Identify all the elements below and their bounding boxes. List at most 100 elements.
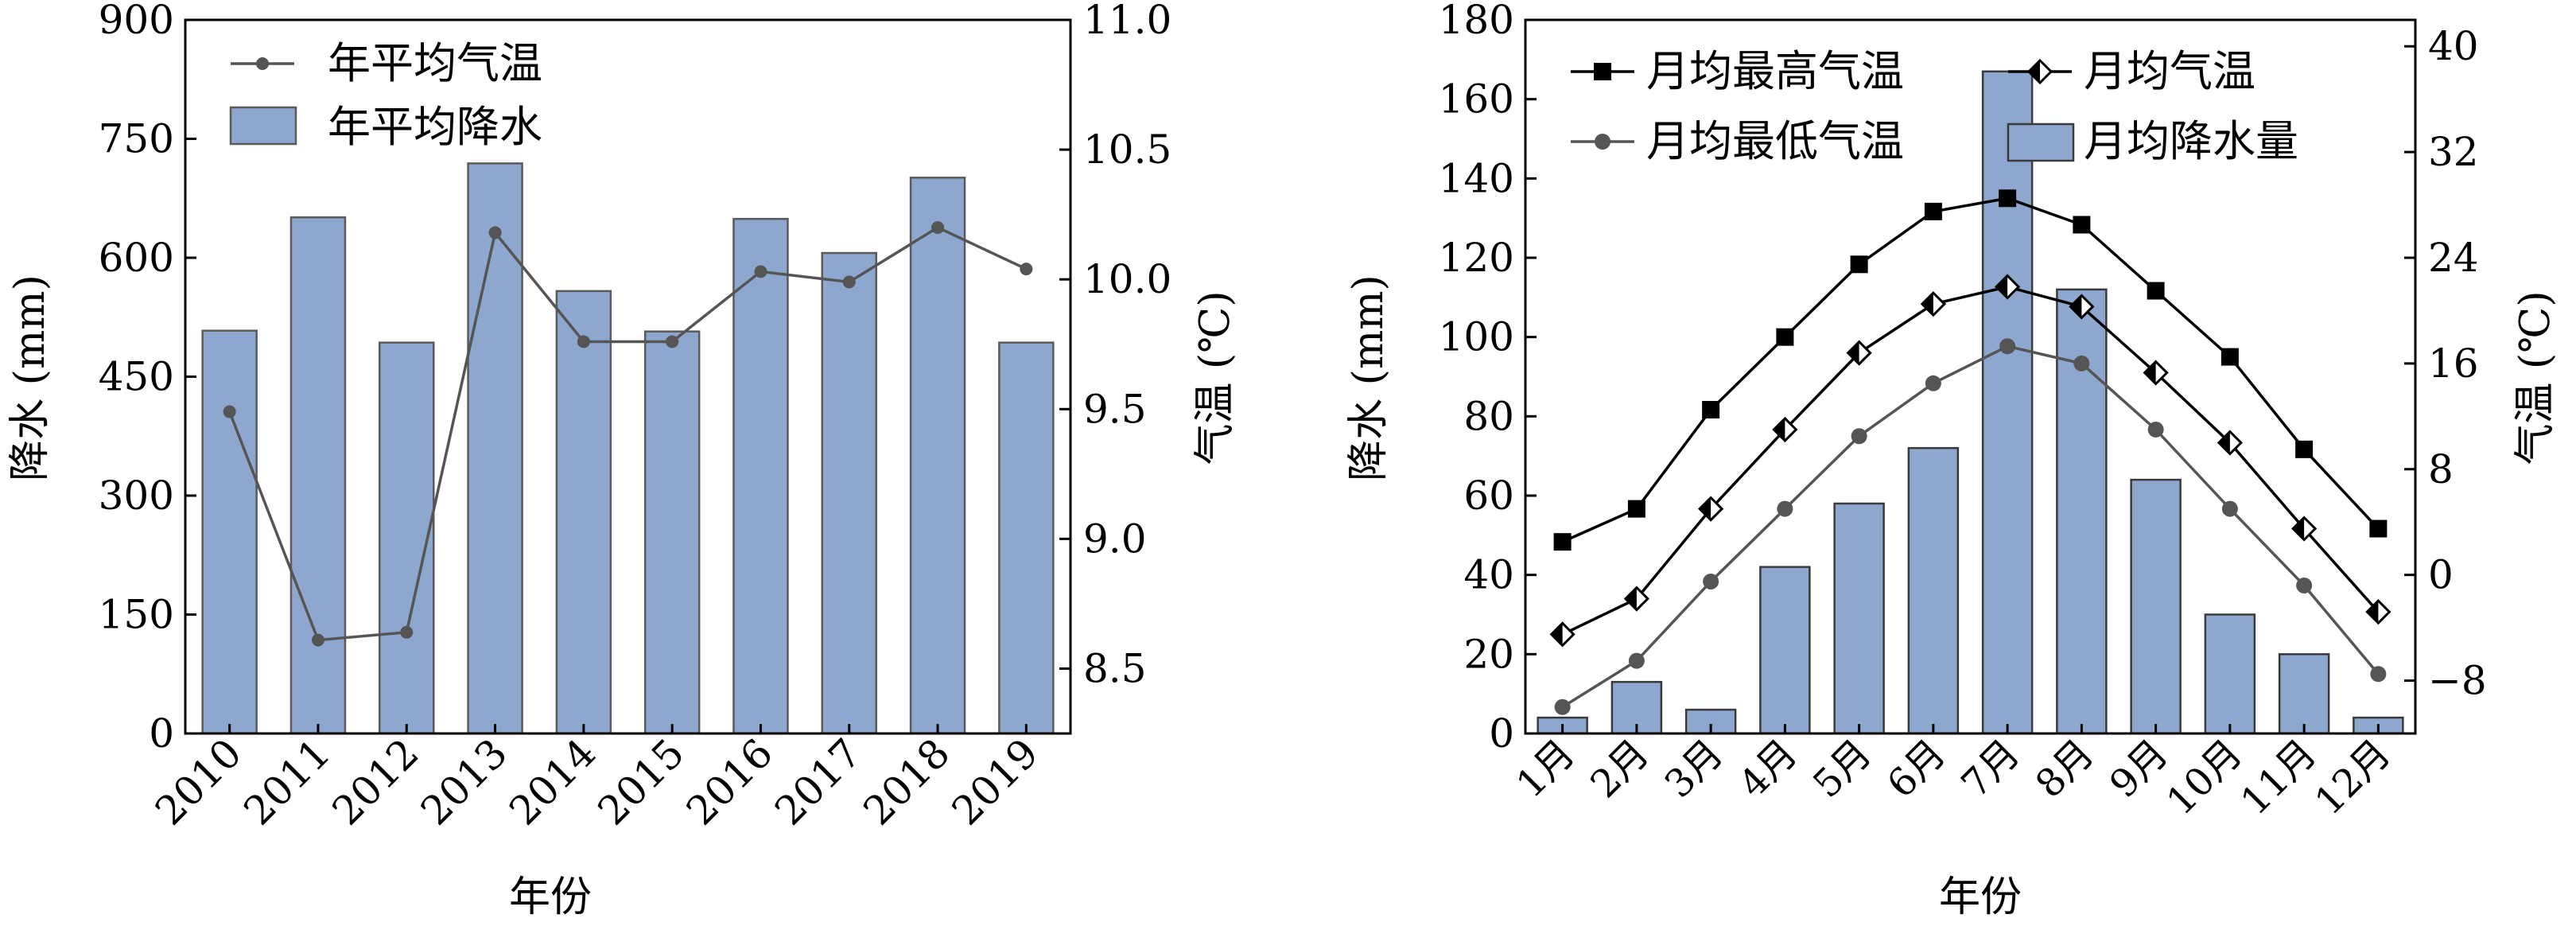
y2-tick-label: 40: [2428, 23, 2479, 69]
precip-bar: [1907, 446, 1960, 735]
max-temp-point: [1627, 500, 1645, 518]
mean-temp-point-fill: [2070, 295, 2082, 318]
temp-point: [1020, 263, 1033, 276]
legend-line-marker: [256, 57, 269, 70]
y-axis-title: 降水 (mm): [1345, 274, 1393, 481]
precip-bar: [2278, 653, 2330, 735]
min-temp-point: [1628, 652, 1645, 669]
x-tick-label: 3月: [1656, 731, 1731, 807]
precip-bar: [379, 341, 435, 735]
precip-bar: [909, 177, 966, 735]
monthly-climate-chart: 0 20 40 60 80 100 120 140 160 180 −8 0 8 16 24 32 40 1月2月…: [1345, 0, 2559, 921]
precip-bar: [1759, 566, 1811, 735]
y-tick-label: 450: [99, 354, 174, 400]
precip-bar: [998, 341, 1055, 735]
x-tick-label: 10月: [2158, 731, 2252, 824]
x-tick-label: 6月: [1879, 731, 1954, 807]
y2-tick-label: 11.0: [1083, 0, 1171, 43]
mean-temp-point-fill: [2218, 431, 2230, 454]
legend-bar-swatch: [229, 106, 297, 146]
legend-precip-label: 年平均降水: [328, 102, 542, 152]
max-temp-point: [2147, 282, 2165, 300]
x-tick-label: 2017: [766, 730, 870, 834]
min-temp-point: [2073, 355, 2090, 372]
x-tick-label: 2011: [235, 730, 339, 834]
x-axis-title: 年份: [509, 873, 592, 921]
max-temp-point: [2295, 440, 2314, 458]
y2-tick-label: 24: [2428, 235, 2479, 281]
temp-line: [228, 225, 1028, 642]
mean-temp-point-fill: [1774, 418, 1785, 441]
legend-temp-label: 年平均气温: [328, 38, 542, 88]
min-temp-point: [1777, 500, 1793, 517]
max-temp-point: [1702, 401, 1720, 419]
min-temp-point: [2221, 500, 2238, 517]
mean-temp-point-fill: [1700, 497, 1712, 520]
x-tick-label: 2016: [678, 730, 782, 834]
legend-mean-label: 月均气温: [2084, 46, 2255, 96]
x-tick-label: 5月: [1805, 731, 1880, 807]
y-tick-label: 900: [99, 0, 174, 43]
x-tick-label: 1月: [1508, 731, 1583, 807]
temp-point: [223, 405, 236, 418]
min-temp-point: [1554, 698, 1571, 715]
legend-mean-marker-fill: [2029, 60, 2040, 83]
min-temp-line: [1561, 344, 2380, 709]
max-temp-point: [1850, 255, 1868, 274]
y2-tick-label: 0: [2428, 552, 2454, 598]
precip-bar: [643, 330, 701, 735]
legend-min-label: 月均最低气温: [1646, 116, 1904, 166]
x-tick-label: 12月: [2306, 731, 2399, 824]
y-tick-label: 0: [149, 710, 174, 757]
y2-axis-title: 气温 (℃): [2512, 290, 2559, 465]
y2-tick-label: 10.0: [1083, 256, 1171, 302]
mean-temp-point-fill: [1625, 587, 1637, 610]
y-tick-label: 0: [1489, 710, 1514, 757]
y-tick-label: 600: [99, 235, 174, 281]
y2-tick-label: 9.0: [1083, 516, 1147, 562]
x-tick-label: 2018: [855, 730, 959, 834]
precip-bar: [732, 217, 789, 735]
x-tick-label: 2015: [589, 730, 694, 834]
mean-temp-point-fill: [2293, 517, 2305, 540]
y2-tick-label: −8: [2428, 658, 2487, 704]
mean-temp-point-fill: [1921, 293, 1933, 316]
temp-point: [842, 275, 856, 289]
y-tick-label: 100: [1439, 314, 1514, 360]
y-axis-title: 降水 (mm): [6, 274, 54, 481]
mean-temp-point-fill: [2367, 601, 2379, 624]
y-tick-label: 150: [99, 592, 174, 638]
mean-temp-point-fill: [1551, 623, 1563, 646]
precip-bar: [201, 329, 258, 735]
x-tick-label: 7月: [1952, 731, 2028, 807]
precip-bar: [2204, 613, 2256, 735]
legend-bar-swatch: [2007, 123, 2075, 162]
max-temp-point: [2073, 216, 2091, 234]
temp-point: [400, 625, 414, 639]
x-tick-label: 2013: [412, 730, 516, 834]
x-tick-label: 8月: [2027, 731, 2103, 807]
max-temp-point: [1553, 533, 1572, 551]
y-tick-label: 140: [1439, 155, 1514, 201]
mean-temp-line: [1561, 285, 2380, 636]
annual-climate-chart: 0 150 300 450 600 750 900 8.5 9.0 9.5 10.0 10.5 11.0…: [6, 0, 1239, 921]
y-tick-label: 40: [1463, 552, 1514, 598]
mean-temp-point-fill: [1847, 341, 1859, 364]
precip-bar: [467, 162, 523, 735]
precip-bar: [1981, 70, 2034, 735]
temp-point: [577, 335, 590, 348]
y-tick-label: 160: [1439, 76, 1514, 123]
min-temp-point: [2147, 421, 2164, 438]
precip-bar: [2130, 478, 2182, 735]
plot-frame: [1524, 18, 2417, 735]
x-tick-label: 4月: [1731, 731, 1806, 807]
y2-tick-label: 32: [2428, 129, 2479, 175]
x-tick-label: 2014: [500, 730, 604, 834]
min-temp-point: [1925, 375, 1941, 391]
x-axis-title: 年份: [1939, 873, 2022, 921]
min-temp-point: [1851, 428, 1867, 445]
x-tick-label: 2012: [324, 730, 428, 834]
legend-max-marker: [1594, 63, 1611, 80]
y-tick-label: 180: [1439, 0, 1514, 43]
